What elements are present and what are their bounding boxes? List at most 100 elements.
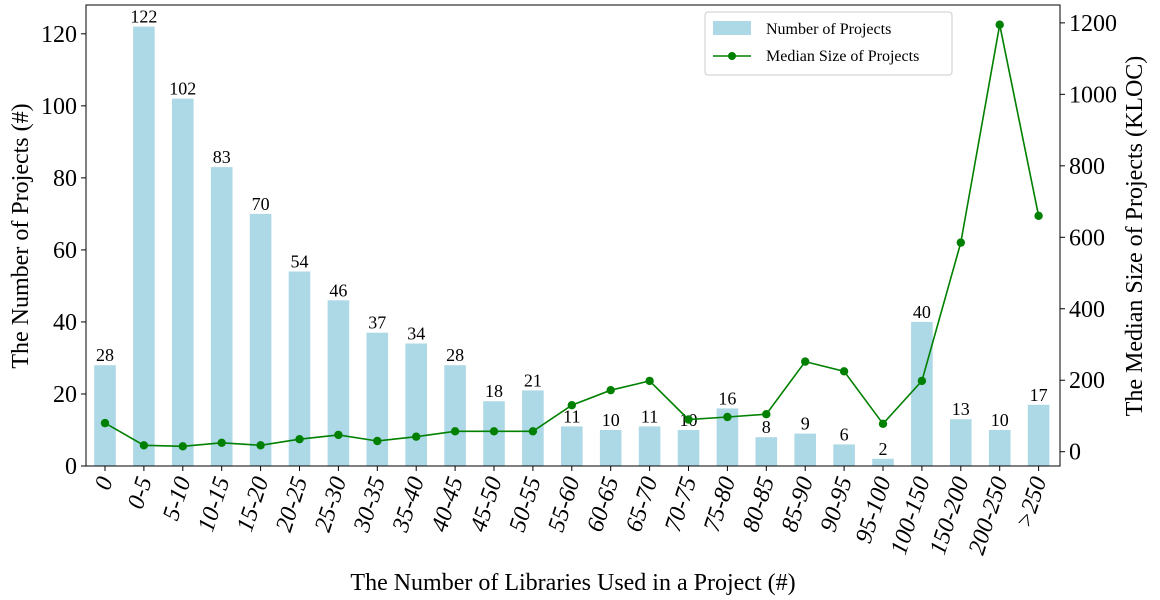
median-size-point-25-30 [334, 430, 343, 440]
x-tick-label: 10-15 [193, 474, 235, 535]
legend-label-number-of-projects: Number of Projects [766, 21, 891, 38]
x-tick-label: >250 [1011, 474, 1052, 532]
bar-95-100 [872, 458, 894, 466]
median-size-point-5-10 [178, 442, 187, 451]
left-tick-label: 20 [53, 382, 77, 408]
bar-100-150 [911, 321, 933, 466]
left-tick-label: 120 [41, 22, 77, 48]
bar-value-label: 54 [291, 252, 309, 272]
left-tick-label: 80 [53, 166, 77, 192]
bar-value-label: 83 [213, 147, 231, 167]
x-tick-label: 85-90 [777, 474, 819, 535]
right-tick-label: 600 [1069, 225, 1105, 251]
bar-10-15 [210, 167, 233, 466]
median-size-point-65-70 [645, 376, 654, 386]
bar-value-label: 8 [762, 417, 771, 437]
x-tick-label: 50-55 [505, 474, 547, 535]
bar-value-label: 6 [840, 424, 849, 444]
median-size-point-40-45 [450, 427, 460, 436]
bar-200-250 [988, 430, 1011, 466]
bar-5-10 [172, 98, 194, 466]
median-size-point->250 [1034, 211, 1043, 220]
x-tick-label: 80-85 [738, 474, 780, 535]
median-size-point-10-15 [217, 438, 226, 447]
x-tick-label: 40-45 [427, 474, 469, 535]
bar-70-75 [677, 430, 700, 466]
median-size-point-45-50 [489, 427, 499, 436]
median-size-point-80-85 [762, 410, 771, 419]
bar-labels-layer: 28 122 102 83 70 54 46 37 34 28 18 21 11 10 11 10 16 8 9 6 2… [96, 7, 1048, 459]
bar->250 [1027, 404, 1050, 466]
line-layer [100, 20, 1043, 451]
x-tick-label: 45-50 [466, 474, 508, 535]
bar-value-label: 102 [169, 79, 196, 99]
left-y-axis-title: The Number of Projects (#) [8, 103, 34, 368]
bar-value-label: 10 [602, 410, 620, 430]
median-size-line [104, 24, 1040, 448]
median-size-point-35-40 [412, 432, 421, 441]
x-tick-label: 70-75 [660, 474, 702, 535]
bar-value-label: 11 [641, 406, 658, 426]
x-tick-label: 35-40 [388, 474, 430, 536]
plot-frame [85, 4, 1061, 467]
right-tick-label: 1000 [1069, 82, 1117, 108]
right-y-axis-title: The Median Size of Projects (KLOC) [1122, 56, 1148, 417]
bar-85-90 [794, 433, 816, 466]
bar-60-65 [599, 430, 622, 466]
median-size-point-95-100 [878, 419, 888, 428]
bar-25-30 [327, 300, 350, 466]
right-tick-label: 800 [1069, 154, 1105, 180]
bar-value-label: 40 [913, 302, 931, 322]
median-size-point-0-5 [139, 441, 149, 450]
x-tick-label: 55-60 [543, 474, 585, 535]
x-axis-title: The Number of Libraries Used in a Projec… [350, 570, 795, 596]
left-tick-label: 0 [65, 454, 77, 480]
bar-value-label: 11 [563, 406, 580, 426]
bar-90-95 [833, 444, 855, 466]
bars-layer [94, 26, 1050, 466]
bar-30-35 [366, 332, 389, 466]
median-size-point-60-65 [606, 386, 615, 395]
bar-value-label: 46 [329, 280, 347, 300]
bar-value-label: 13 [952, 399, 970, 419]
median-size-point-90-95 [839, 367, 849, 376]
bar-value-label: 28 [446, 345, 464, 365]
bar-value-label: 16 [718, 388, 736, 408]
bar-35-40 [405, 343, 427, 466]
x-tick-label: 60-65 [582, 474, 624, 535]
bar-15-20 [249, 213, 272, 466]
x-tick-label: 20-25 [271, 474, 313, 535]
right-tick-label: 200 [1069, 368, 1105, 394]
bar-value-label: 18 [485, 381, 503, 401]
bar-150-200 [950, 419, 972, 466]
bar-value-label: 2 [879, 439, 888, 459]
bar-0 [94, 365, 116, 466]
x-tick-label: 30-35 [349, 474, 391, 536]
x-tick-label: 65-70 [621, 474, 663, 535]
legend-label-median-size: Median Size of Projects [766, 48, 919, 65]
median-size-point-0 [100, 418, 110, 428]
right-tick-label: 1200 [1069, 11, 1117, 37]
bar-value-label: 21 [524, 370, 542, 390]
right-tick-label: 0 [1069, 440, 1081, 466]
median-size-point-85-90 [801, 357, 810, 366]
median-size-point-70-75 [684, 415, 693, 424]
median-size-point-30-35 [373, 436, 382, 446]
x-tick-label: 15-20 [232, 474, 274, 535]
bar-0-5 [133, 26, 155, 466]
bar-value-label: 9 [801, 414, 810, 434]
median-size-point-55-60 [567, 401, 576, 410]
x-tick-label: 75-80 [699, 474, 741, 535]
bar-value-label: 37 [368, 313, 386, 333]
median-size-point-100-150 [917, 376, 927, 386]
median-size-point-75-80 [723, 412, 732, 422]
bar-55-60 [561, 426, 583, 466]
bar-value-label: 10 [991, 410, 1009, 430]
x-axis: 0 0-5 5-1010-1515-2020-2525-3030-3535-4040… [90, 466, 1052, 558]
median-size-point-20-25 [295, 435, 304, 444]
legend: Number of Projects Median Size of Projec… [704, 11, 953, 76]
bar-80-85 [755, 437, 778, 466]
left-tick-label: 100 [41, 94, 77, 120]
